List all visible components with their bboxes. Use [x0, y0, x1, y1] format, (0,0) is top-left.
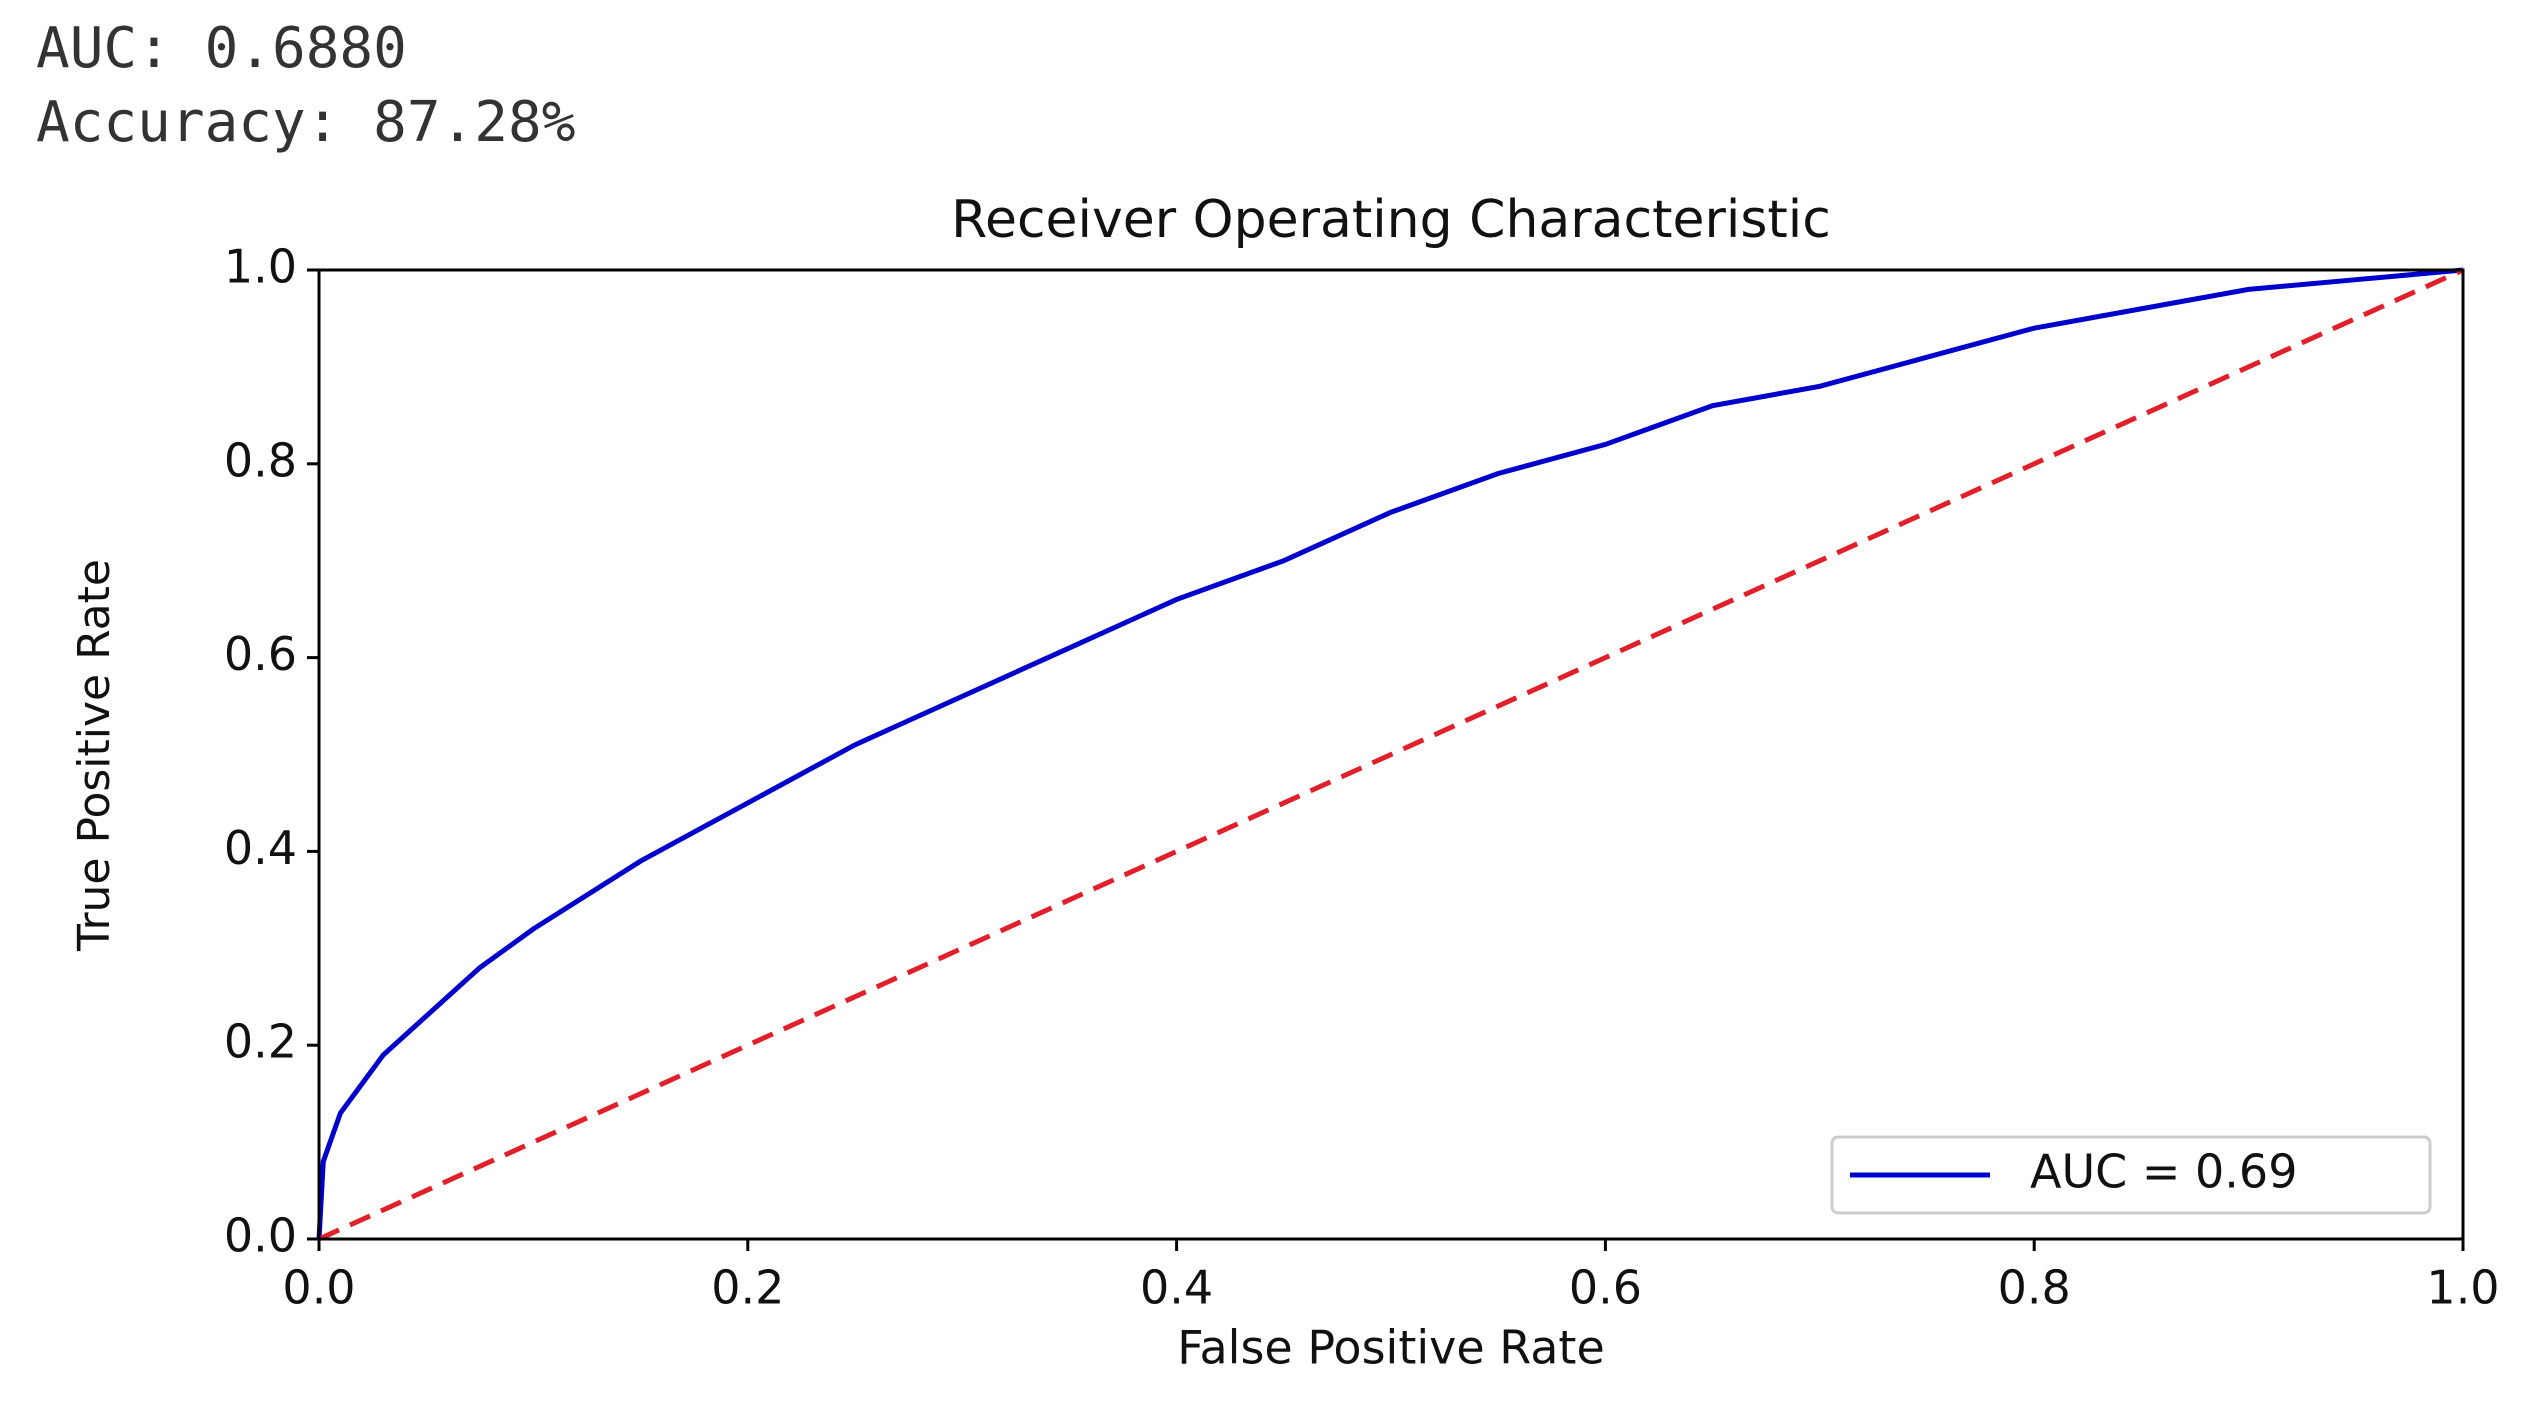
x-tick-label: 0.2 [711, 1261, 784, 1315]
y-tick-label: 0.6 [224, 627, 297, 681]
y-tick-label: 0.2 [224, 1015, 297, 1069]
y-axis-label: True Positive Rate [69, 559, 120, 952]
x-tick-label: 1.0 [2426, 1261, 2499, 1315]
legend-label: AUC = 0.69 [2030, 1145, 2297, 1199]
annotation: Accuracy: 87.28% [36, 90, 575, 155]
y-tick-label: 0.0 [224, 1209, 297, 1263]
x-axis-label: False Positive Rate [1177, 1321, 1605, 1375]
x-tick-label: 0.4 [1140, 1261, 1213, 1315]
x-tick-label: 0.0 [282, 1261, 355, 1315]
legend-box [1830, 1135, 2432, 1215]
chart-title: Receiver Operating Characteristic [951, 190, 1831, 250]
roc-line [317, 267, 2465, 1242]
y-tick-label: 0.4 [224, 821, 297, 875]
y-tick-label: 1.0 [224, 240, 297, 294]
annotation: AUC: 0.6880 [36, 16, 407, 81]
x-tick-label: 0.6 [1569, 1261, 1642, 1315]
y-tick-label: 0.8 [224, 433, 297, 487]
roc-line [316, 267, 2464, 1240]
plot-frame [317, 268, 2465, 1241]
x-tick-label: 0.8 [1998, 1261, 2071, 1315]
